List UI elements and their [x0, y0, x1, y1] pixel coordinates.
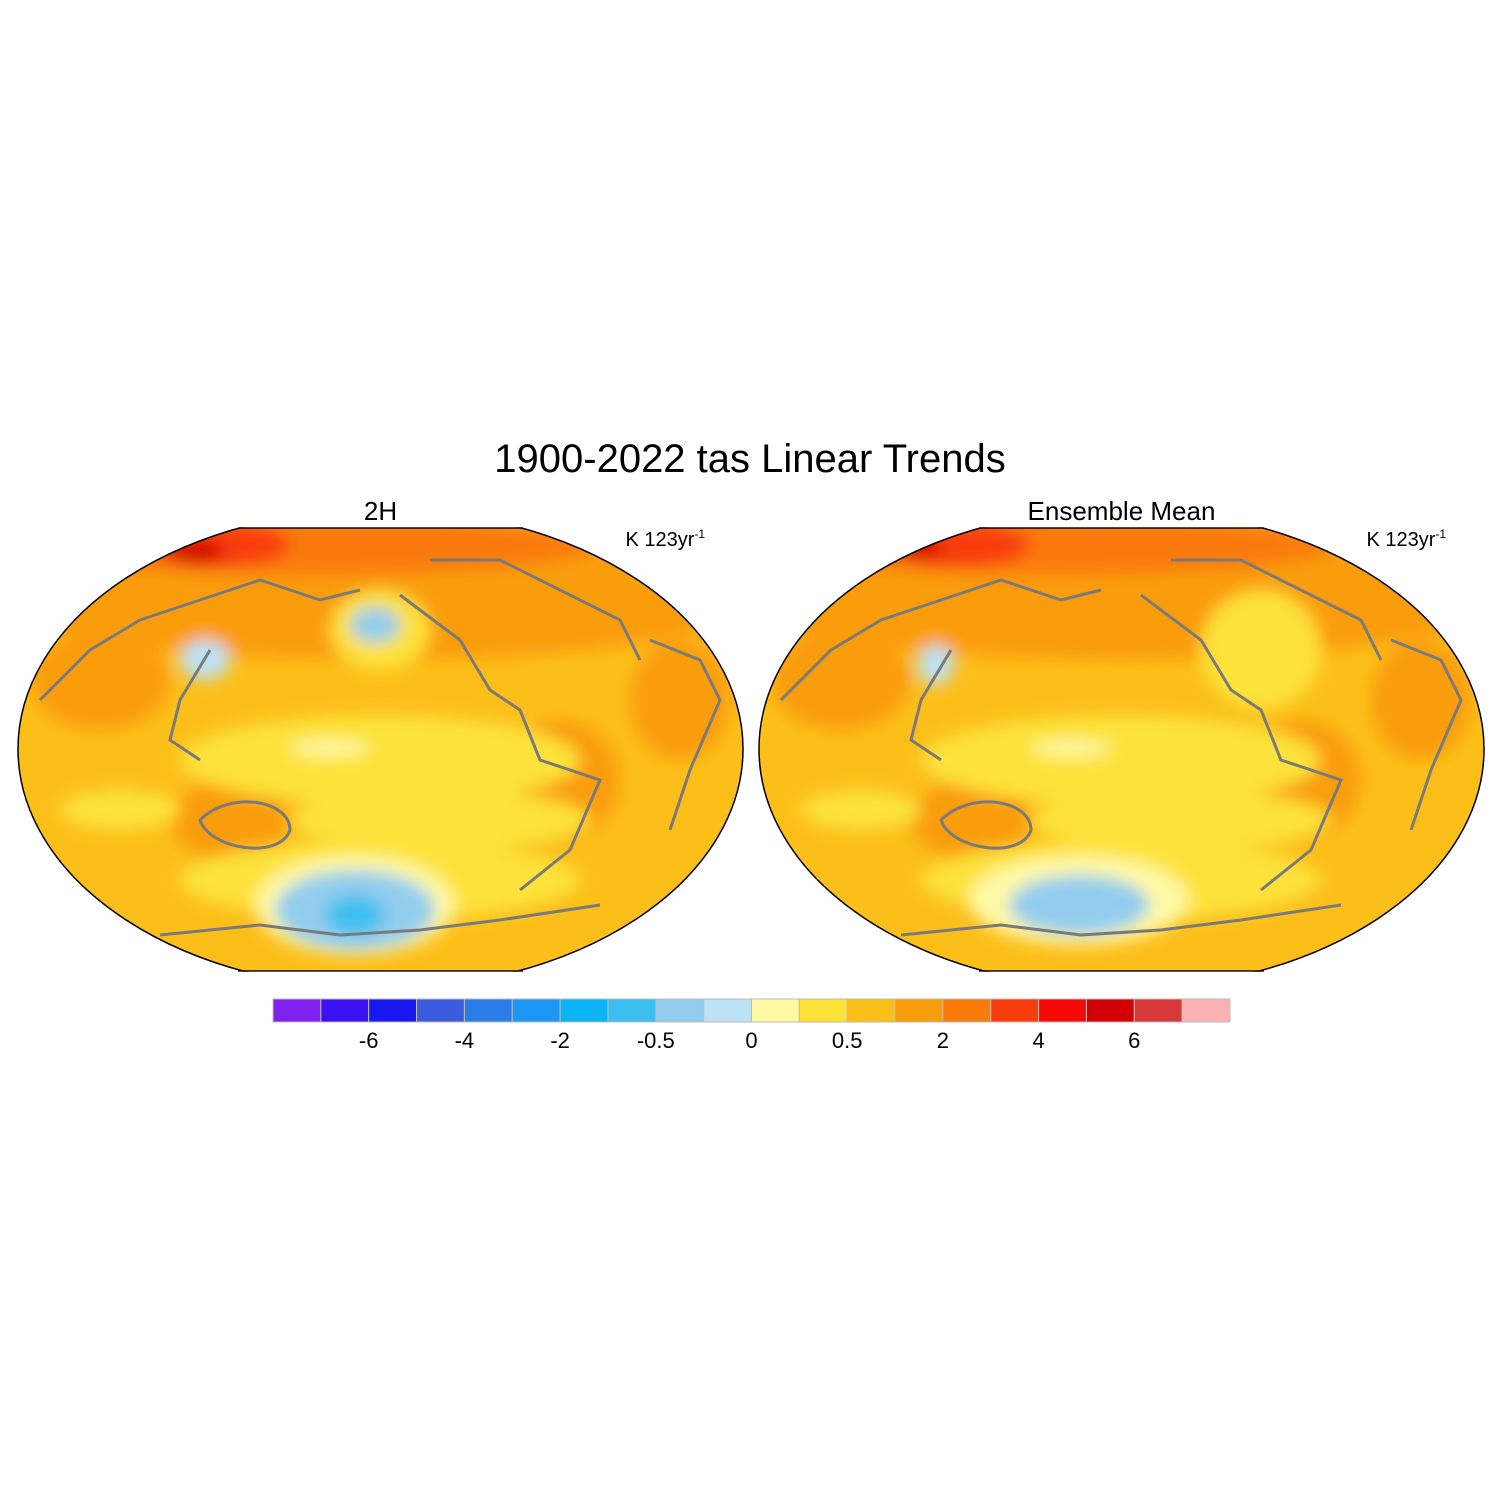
panel-units: K 123yr-1 — [626, 527, 706, 551]
mask-top — [17, 500, 744, 528]
field-region — [30, 630, 170, 730]
mask-top — [758, 500, 1485, 528]
colorbar-box — [751, 998, 800, 1023]
figure-title: 1900-2022 tas Linear Trends — [494, 437, 1005, 481]
colorbar-label: 2 — [937, 1028, 949, 1053]
colorbar-label: -2 — [550, 1028, 570, 1053]
colorbar-box — [942, 998, 992, 1023]
mask-bottom — [758, 971, 1485, 992]
field-region — [325, 895, 385, 935]
colorbar-box — [272, 998, 322, 1023]
field-region — [1009, 875, 1149, 935]
coastline — [900, 903, 1342, 937]
field-region — [911, 780, 1031, 860]
coastline — [649, 638, 722, 831]
map-panel: Ensemble Mean K 123yr-1 — [758, 496, 1485, 992]
field-region — [1371, 640, 1471, 760]
coastline — [198, 800, 292, 850]
field-region — [801, 790, 921, 830]
coastline — [430, 558, 642, 661]
field-region — [290, 740, 370, 756]
panel-title: Ensemble Mean — [1028, 496, 1216, 526]
coastline — [38, 578, 361, 702]
colorbar-box — [559, 998, 609, 1023]
field-region — [771, 630, 911, 730]
field-region — [150, 523, 290, 567]
colorbar-label: -6 — [359, 1028, 379, 1053]
colorbar-box — [1133, 998, 1183, 1023]
coastline — [399, 593, 603, 892]
colorbar-box — [1085, 998, 1135, 1023]
colorbar-box — [703, 998, 753, 1023]
colorbar-label: -4 — [455, 1028, 475, 1053]
coastline — [909, 649, 953, 762]
colorbar-label: 4 — [1032, 1028, 1044, 1053]
field-region — [630, 640, 730, 760]
field-region — [1031, 790, 1331, 850]
coastlines — [38, 558, 722, 937]
trend-field — [18, 515, 743, 971]
panel-units: K 123yr-1 — [1367, 527, 1447, 551]
field-region — [60, 790, 180, 830]
field-region — [290, 790, 590, 850]
colorbar-box — [511, 998, 561, 1023]
field-region — [1201, 590, 1321, 710]
colorbar-label: 6 — [1128, 1028, 1140, 1053]
colorbar-label: 0 — [745, 1028, 757, 1053]
map-panel: 2H K 123yr-1 — [17, 496, 744, 992]
field-region — [921, 715, 1321, 805]
colorbar-box — [990, 998, 1040, 1023]
coastline — [1171, 558, 1383, 661]
colorbar-box — [1181, 998, 1231, 1023]
colorbar-box — [894, 998, 944, 1023]
field-region — [170, 780, 290, 860]
units-exponent: -1 — [1435, 527, 1446, 541]
colorbar-box — [416, 998, 465, 1023]
field-region — [1031, 740, 1111, 756]
units-exponent: -1 — [694, 527, 705, 541]
colorbar-label: -0.5 — [637, 1028, 675, 1053]
colorbar-box — [798, 998, 848, 1023]
coastline — [779, 578, 1102, 702]
panel-title: 2H — [364, 496, 397, 526]
field-region — [891, 523, 1031, 567]
colorbar-box — [655, 998, 705, 1023]
coastline — [939, 800, 1033, 850]
coastline — [168, 649, 212, 762]
colorbar-box — [846, 998, 896, 1023]
field-region — [350, 607, 400, 643]
coastline — [159, 903, 601, 937]
colorbar-box — [368, 998, 418, 1023]
trend-field — [759, 515, 1484, 971]
colorbar-box — [1038, 998, 1087, 1023]
coastline — [1390, 638, 1463, 831]
mask-bottom — [17, 971, 744, 992]
colorbar-label: 0.5 — [832, 1028, 863, 1053]
coastlines — [779, 558, 1463, 937]
field-region — [918, 645, 954, 685]
colorbar-box — [320, 998, 370, 1023]
field-region — [180, 715, 580, 805]
coastline — [1140, 593, 1344, 892]
colorbar-box — [463, 998, 513, 1023]
colorbar-box — [607, 998, 657, 1023]
